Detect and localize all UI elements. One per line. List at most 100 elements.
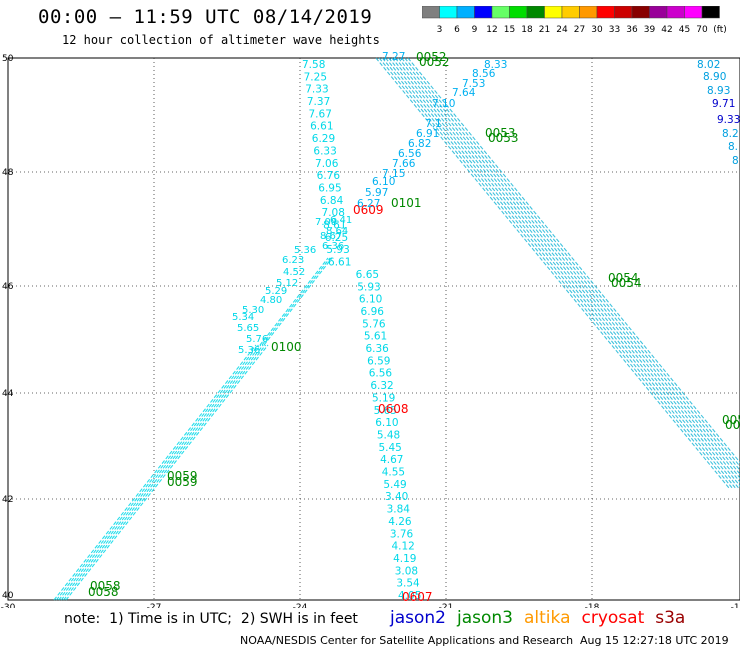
map-title: 00:00 – 11:59 UTC 08/14/2019	[38, 6, 373, 28]
colorbar-tick: 12	[486, 25, 497, 35]
axis-latitude-label: 50	[2, 54, 14, 64]
left-track-time: 0058	[88, 585, 119, 599]
big-track-time: 0055	[722, 413, 740, 427]
upper-track-value: 7.64	[452, 87, 476, 99]
upper-track-value: 6.10	[372, 176, 395, 188]
middle-track-value: 3.76	[390, 528, 414, 540]
middle-track-value: 4.12	[391, 541, 414, 553]
colorbar-tick: 6	[454, 25, 460, 35]
left-track-value: 5.65	[237, 323, 259, 334]
axis-longitude-label: -18	[585, 603, 600, 608]
middle-track-value: 3.84	[387, 504, 411, 516]
big-track-time: 0053	[488, 131, 519, 145]
middle-track-value: 6.10	[375, 417, 398, 429]
middle-track-value: 6.33	[313, 145, 336, 157]
axis-latitude-label: 44	[2, 389, 14, 399]
map-frame	[7, 57, 740, 601]
big-track-time: 0054	[611, 276, 642, 290]
left-track-time: 0100	[271, 340, 302, 354]
colorbar-tick: 27	[574, 25, 585, 35]
upper-track-value: 8.56	[472, 68, 496, 80]
middle-track-value: 3.54	[396, 578, 420, 590]
track-stroke	[407, 57, 740, 464]
middle-track-value: 6.36	[365, 343, 389, 355]
big-track-time: 0052	[419, 55, 450, 69]
middle-track-value: 4.19	[393, 553, 416, 565]
middle-track-value: 6.96	[361, 306, 385, 318]
track-stroke	[375, 57, 730, 489]
left-track-value: 4.52	[283, 267, 305, 278]
middle-track-value: 7.06	[315, 158, 339, 170]
upper-track-value: 7.1	[425, 118, 442, 130]
altimeter-map: -30-27-24-21-18-155048464442405.365.765.…	[1, 50, 740, 608]
colorbar-legend: 3 6 9 12 15 18 21 24 27 30 33 36 39 42 45 70 (ft)	[422, 6, 727, 35]
upper-track-value: 6.27	[357, 198, 380, 210]
middle-track-time: 0609	[353, 203, 384, 217]
middle-track-value: 3.08	[395, 565, 418, 577]
left-track-value: 7.08	[315, 217, 337, 228]
track-stroke	[401, 57, 740, 472]
middle-track-value: 4.05	[398, 590, 421, 602]
left-track-value: 6.41	[330, 215, 352, 226]
middle-track-value: 6.25	[325, 232, 348, 244]
axis-longitude-label: -27	[147, 603, 162, 608]
track-stroke	[381, 57, 736, 489]
credit-text: NOAA/NESDIS Center for Satellite Applica…	[240, 634, 574, 647]
track-stroke	[404, 57, 740, 468]
axis-longitude-label: -24	[293, 603, 308, 608]
colorbar-tick: 30	[591, 25, 603, 35]
right-edge-value: 8	[732, 155, 739, 167]
left-diagonal-swath	[53, 344, 269, 601]
upper-track-value: 6.56	[398, 148, 422, 160]
middle-track-value: 6.84	[320, 195, 344, 207]
middle-track-value: 5.45	[378, 442, 401, 454]
middle-track-value: 6.65	[356, 269, 379, 281]
axis-longitude-label: -21	[439, 603, 454, 608]
middle-track-value: 5.93	[357, 281, 380, 293]
big-track-time: 0055	[725, 418, 740, 432]
middle-track-value: 5.65	[374, 405, 397, 417]
track-stroke	[259, 257, 329, 346]
map-subtitle: 12 hour collection of altimeter wave hei…	[62, 33, 380, 47]
satellite-legend: jason2 jason3 altika cryosat s3a	[390, 608, 696, 628]
big-track-time: 0052	[416, 50, 447, 64]
left-track-value: 5.29	[265, 286, 287, 297]
axis-latitude-label: 42	[2, 495, 13, 505]
left-track-value: 4.80	[260, 295, 282, 306]
colorbar-tick: 24	[556, 25, 568, 35]
left-track-value: 8.67	[320, 231, 342, 242]
middle-track-value: 4.26	[388, 516, 412, 528]
middle-track-value: 4.67	[380, 454, 403, 466]
track-stroke	[58, 344, 262, 601]
right-edge-value: 8.02	[697, 59, 720, 71]
colorbar-tick: 70	[696, 25, 708, 35]
legend-altika: altika	[524, 608, 571, 628]
middle-track-value: 5.61	[364, 331, 387, 343]
middle-track-value: 8.61	[323, 220, 346, 232]
colorbar-tick: 36	[626, 25, 638, 35]
legend-s3a: s3a	[655, 608, 686, 628]
track-stroke	[63, 344, 267, 601]
colorbar-swatch	[701, 6, 720, 19]
middle-track-value: 7.08	[322, 207, 345, 219]
track-stroke	[394, 57, 740, 479]
track-stroke	[261, 257, 331, 346]
right-edge-value: 9.71	[712, 98, 735, 110]
middle-track-value: 7.33	[305, 84, 328, 96]
middle-track-value: 6.29	[312, 133, 335, 145]
colorbar-tick: 3	[437, 25, 443, 35]
track-stroke	[388, 57, 740, 487]
left-track-value: 5.76	[246, 334, 268, 345]
middle-track-value: 7.37	[307, 96, 330, 108]
middle-track-value: 6.10	[359, 294, 382, 306]
colorbar-tick: 33	[609, 25, 620, 35]
middle-track-value: 6.95	[318, 182, 341, 194]
track-stroke	[65, 344, 269, 601]
upper-track-value: 7.15	[382, 168, 405, 180]
left-track-value: 8.64	[326, 226, 348, 237]
axis-latitude-label: 40	[2, 591, 14, 601]
middle-track-value: 6.56	[369, 368, 393, 380]
upper-track-value: 6.91	[416, 128, 439, 140]
legend-jason2: jason2	[390, 608, 446, 628]
middle-track-value: 5.76	[362, 318, 386, 330]
